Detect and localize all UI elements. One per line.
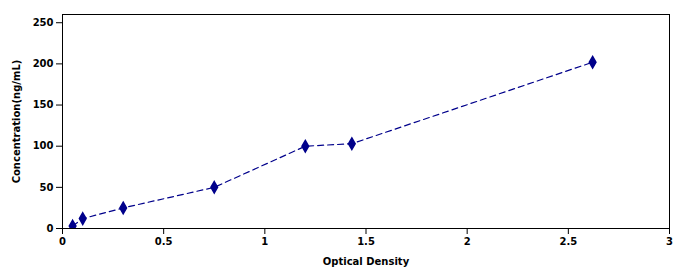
svg-text:0.5: 0.5	[155, 236, 173, 247]
svg-text:200: 200	[33, 58, 54, 69]
svg-text:2: 2	[464, 236, 471, 247]
svg-text:150: 150	[33, 99, 54, 110]
svg-text:2.5: 2.5	[559, 236, 577, 247]
svg-text:Optical Density: Optical Density	[323, 256, 410, 267]
svg-text:100: 100	[33, 140, 54, 151]
svg-text:250: 250	[33, 17, 54, 28]
svg-text:3: 3	[666, 236, 673, 247]
svg-text:0: 0	[47, 223, 54, 234]
svg-text:0: 0	[59, 236, 66, 247]
svg-text:1: 1	[261, 236, 268, 247]
svg-text:Concentration(ng/mL): Concentration(ng/mL)	[11, 60, 22, 184]
svg-text:50: 50	[40, 182, 54, 193]
svg-text:1.5: 1.5	[357, 236, 375, 247]
